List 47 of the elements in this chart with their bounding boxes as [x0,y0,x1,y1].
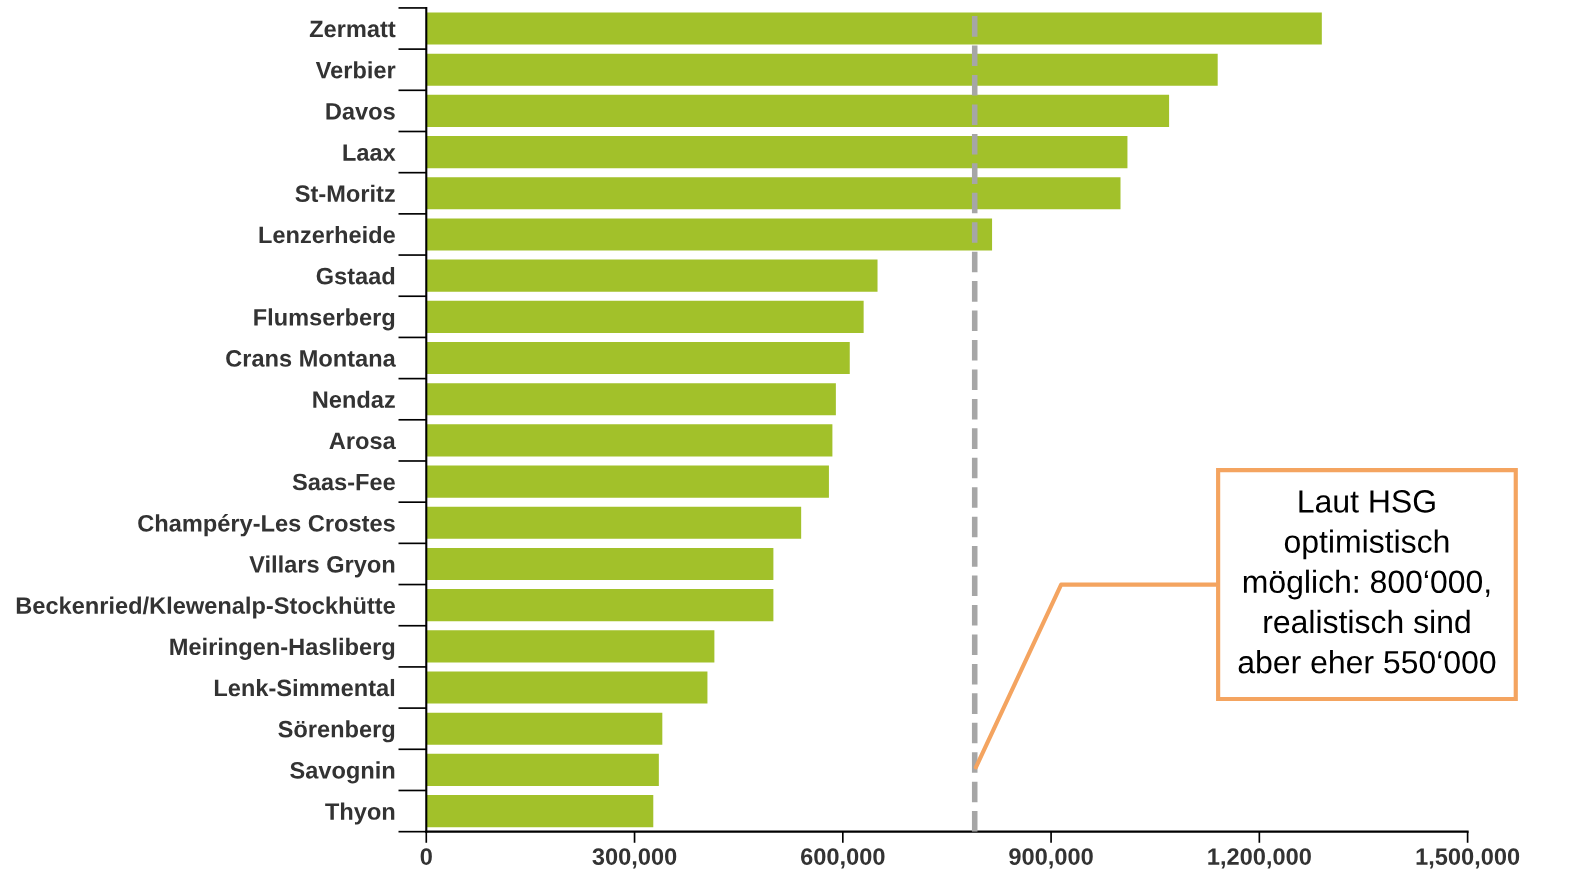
bar [426,465,829,498]
y-tick-label: Davos [326,103,395,120]
y-tick-label: Lenk-Simmental [214,678,395,697]
x-tick-label: 0 [420,848,432,865]
y-tick-label: Saas-Fee [292,473,395,491]
y-tick-label: Verbier [315,61,396,79]
y-tick-label: Villars Gryon [249,555,395,578]
y-tick-label: Crans Montana [226,350,396,367]
bar [426,136,1128,169]
bar [426,671,708,704]
bar [426,177,1121,210]
bar [426,589,774,622]
y-tick-label: Nendaz [313,390,395,408]
y-tick-label: Gstaad [316,267,395,285]
bar [426,506,802,539]
x-tick-label: 1,200,000 [1208,848,1311,869]
x-tick-label: 900,000 [1009,848,1093,869]
y-tick-label: Thyon [325,802,395,825]
bar [426,94,1170,127]
bar [426,259,878,292]
bar [426,753,659,786]
y-tick-label: Savognin [290,761,395,784]
y-tick-label: Arosa [329,432,396,450]
y-tick-label: Meiringen-Hasliberg [170,637,395,660]
x-tick-label: 300,000 [592,848,677,869]
bar [426,424,833,457]
y-tick-label: Sörenberg [278,720,395,743]
bar [426,12,1322,45]
y-tick-label: Beckenried/Klewenalp-Stockhütte [16,596,395,619]
bar [426,547,774,581]
annotation: Laut HSG optimistisch möglich: 800‘000, realistisch sind aber eher 550‘000 [1238,490,1496,674]
y-tick-label: St-Moritz [295,184,395,203]
x-tick-label: 600,000 [801,848,885,869]
bar [426,300,864,333]
y-tick-label: Lenzerheide [259,225,395,244]
bar [426,795,654,828]
bar [426,341,850,375]
x-tick-label: 1,500,000 [1416,848,1520,869]
y-tick-label: Laax [343,144,396,161]
y-tick-label: Champéry-Les Crostes [138,514,395,537]
bar [426,53,1218,86]
bar [426,218,993,251]
y-tick-label: Flumserberg [254,308,395,331]
bar [426,383,836,416]
bar [426,630,715,663]
bar [426,712,663,745]
y-tick-label: Zermatt [309,20,396,38]
